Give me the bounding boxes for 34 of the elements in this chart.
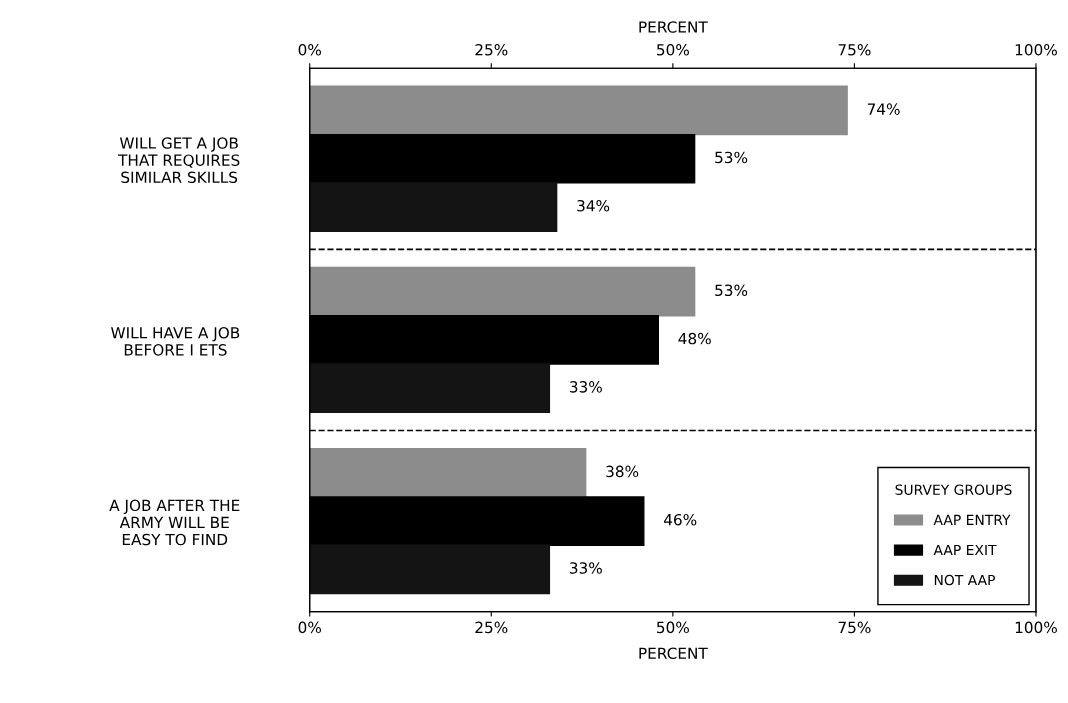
x2-tick-label: 0% xyxy=(298,43,321,56)
data-label: 33% xyxy=(569,381,602,393)
legend-label: AAP EXIT xyxy=(933,544,997,555)
x2-axis-title: PERCENT xyxy=(639,21,708,33)
bar xyxy=(309,266,696,317)
x2-tick-label: 25% xyxy=(475,43,508,56)
y-tick-label: WILL GET A JOB THAT REQUIRES SIMILAR SKILLS xyxy=(118,137,240,184)
bar xyxy=(309,363,551,414)
x-tick-label: 100% xyxy=(1015,621,1057,634)
y-tick-label: A JOB AFTER THE ARMY WILL BE EASY TO FIND xyxy=(109,499,240,546)
x2-tick-label: 75% xyxy=(838,43,871,56)
x-tick-label: 25% xyxy=(475,621,508,634)
x-tick-label: 0% xyxy=(298,621,321,634)
bar xyxy=(309,182,558,232)
x-axis-title: PERCENT xyxy=(639,647,708,660)
data-label: 53% xyxy=(715,151,748,164)
bar xyxy=(309,544,551,595)
x2-tick-label: 50% xyxy=(657,43,689,56)
data-label: 74% xyxy=(867,103,900,115)
data-label: 46% xyxy=(663,513,697,526)
bar xyxy=(309,85,848,136)
legend-label: AAP ENTRY xyxy=(933,514,1011,525)
x-tick-label: 75% xyxy=(838,621,871,634)
bar xyxy=(309,447,587,498)
data-label: 38% xyxy=(606,465,639,478)
y-tick-label: WILL HAVE A JOB BEFORE I ETS xyxy=(111,326,240,356)
data-label: 53% xyxy=(715,284,748,297)
legend-title: SURVEY GROUPS xyxy=(895,484,1012,495)
x2-tick-label: 100% xyxy=(1015,43,1057,56)
data-label: 33% xyxy=(569,562,602,574)
data-label: 34% xyxy=(577,199,610,212)
data-label: 48% xyxy=(678,332,711,345)
legend-label: NOT AAP xyxy=(934,574,995,586)
x-tick-label: 50% xyxy=(657,621,689,634)
